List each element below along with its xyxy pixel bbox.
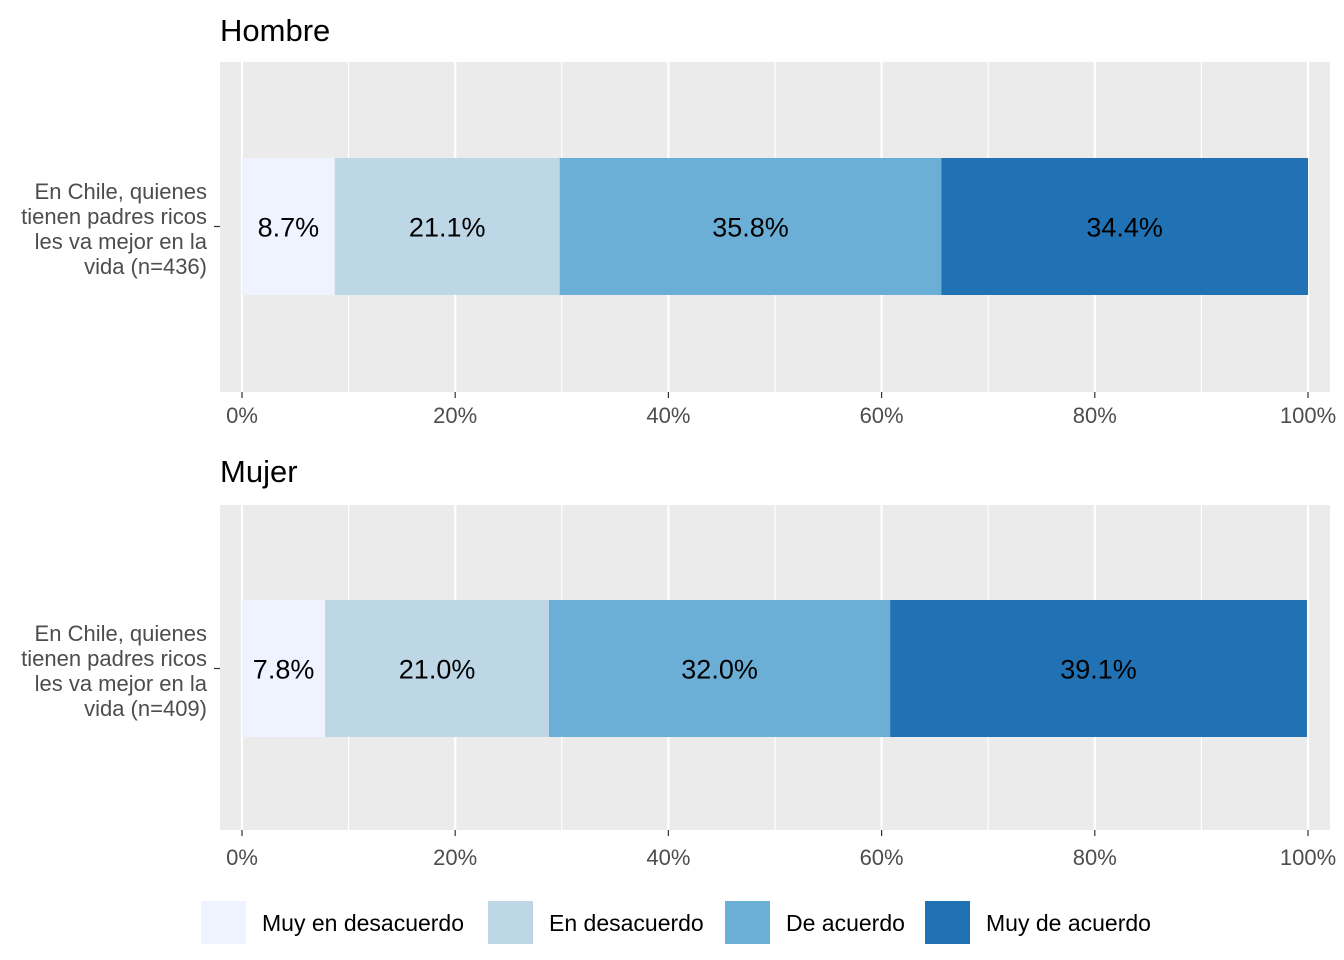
y-axis-label: En Chile, quienes tienen padres ricos les … bbox=[21, 621, 220, 721]
panel-title: Hombre bbox=[220, 13, 330, 48]
bar-segment bbox=[334, 158, 560, 295]
x-axis: 0% 20% 40% 60% 80% 100% bbox=[226, 830, 1336, 870]
bar-data-label: 7.8% bbox=[253, 655, 315, 685]
bar-segment bbox=[242, 600, 326, 737]
x-tick-label: 40% bbox=[646, 845, 690, 870]
legend-label: En desacuerdo bbox=[549, 910, 704, 936]
bar-data-label: 34.4% bbox=[1086, 213, 1163, 243]
bar-data-label: 8.7% bbox=[258, 213, 320, 243]
panel-mujer: 7.8% 21.0% 32.0% 39.1% 0% 20% 40% 60% 80% 100% E… bbox=[21, 454, 1336, 870]
bar-data-label: 21.0% bbox=[399, 655, 476, 685]
bar-segment bbox=[325, 600, 550, 737]
x-tick-label: 60% bbox=[860, 845, 904, 870]
bar-data-label: 39.1% bbox=[1060, 655, 1137, 685]
bar-segment bbox=[242, 158, 335, 295]
bar-segment bbox=[549, 600, 891, 737]
legend-label: Muy en desacuerdo bbox=[262, 910, 464, 936]
x-tick-label: 100% bbox=[1280, 845, 1336, 870]
bar-segment bbox=[941, 158, 1308, 295]
x-tick-label: 20% bbox=[433, 403, 477, 428]
x-tick-label: 60% bbox=[860, 403, 904, 428]
y-category-label: En Chile, quienes tienen padres ricos les … bbox=[21, 621, 208, 721]
bar-data-label: 21.1% bbox=[409, 213, 486, 243]
bar-segments: 7.8% 21.0% 32.0% 39.1% bbox=[242, 600, 1307, 737]
panel-title: Mujer bbox=[220, 454, 298, 489]
bar-data-label: 32.0% bbox=[681, 655, 758, 685]
bar-segment bbox=[890, 600, 1307, 737]
x-tick-label: 40% bbox=[646, 403, 690, 428]
legend-label: Muy de acuerdo bbox=[986, 910, 1151, 936]
y-category-label: En Chile, quienes tienen padres ricos les … bbox=[21, 179, 208, 279]
legend-key bbox=[925, 901, 970, 944]
legend: Muy en desacuerdo En desacuerdo De acuerdo… bbox=[201, 901, 1151, 944]
bar-segments: 8.7% 21.1% 35.8% 34.4% bbox=[242, 158, 1308, 295]
x-tick-label: 100% bbox=[1280, 403, 1336, 428]
x-tick-label: 80% bbox=[1073, 403, 1117, 428]
legend-key bbox=[201, 901, 246, 944]
x-tick-label: 0% bbox=[226, 845, 258, 870]
x-tick-label: 20% bbox=[433, 845, 477, 870]
bar-data-label: 35.8% bbox=[712, 213, 789, 243]
panel-hombre: 8.7% 21.1% 35.8% 34.4% 0% 20% 40% 60% 80% 100% E… bbox=[21, 13, 1336, 428]
legend-key bbox=[488, 901, 533, 944]
x-tick-label: 0% bbox=[226, 403, 258, 428]
legend-key bbox=[725, 901, 770, 944]
x-tick-label: 80% bbox=[1073, 845, 1117, 870]
legend-label: De acuerdo bbox=[786, 910, 905, 936]
y-axis-label: En Chile, quienes tienen padres ricos les … bbox=[21, 179, 220, 279]
x-axis: 0% 20% 40% 60% 80% 100% bbox=[226, 392, 1336, 428]
bar-segment bbox=[559, 158, 942, 295]
